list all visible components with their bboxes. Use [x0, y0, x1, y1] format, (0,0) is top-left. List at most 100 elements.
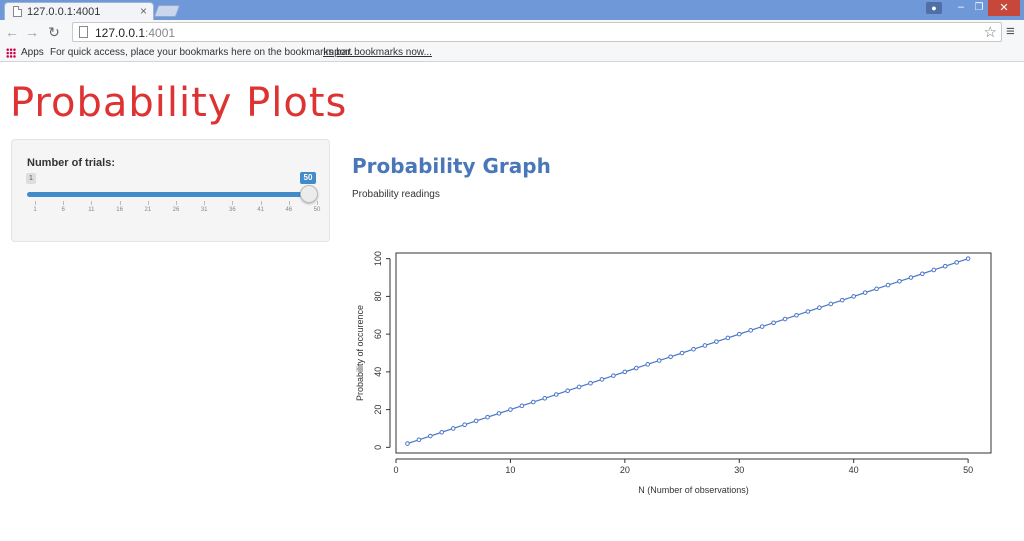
bookmarks-bar: Apps For quick access, place your bookma… — [0, 44, 1024, 62]
data-point — [450, 426, 456, 431]
slider-tick-label: 46 — [285, 207, 293, 213]
slider-tick-label: 26 — [172, 207, 180, 213]
data-point — [920, 271, 925, 277]
series-line — [407, 258, 969, 445]
data-point — [725, 335, 731, 341]
user-icon[interactable]: ● — [926, 2, 942, 14]
browser-toolbar: ← → ↻ 127.0.0.1:4001 ☆ ≡ — [0, 20, 1024, 44]
import-bookmarks-link[interactable]: Import bookmarks now... — [323, 47, 432, 58]
y-tick-label: 80 — [373, 291, 383, 301]
data-point — [405, 441, 410, 446]
slider-tick-mark — [317, 201, 318, 205]
data-point — [885, 282, 891, 288]
data-point — [473, 418, 479, 424]
data-point — [714, 339, 719, 344]
data-point — [897, 279, 902, 284]
data-point — [794, 312, 799, 318]
data-point — [599, 377, 605, 382]
data-point — [805, 309, 811, 314]
apps-link[interactable]: Apps — [21, 47, 44, 58]
slider-tick-mark — [288, 201, 290, 205]
y-tick-label: 100 — [373, 251, 383, 266]
data-point — [416, 437, 422, 443]
data-point — [908, 275, 914, 280]
x-axis-label: N (Number of observations) — [638, 485, 749, 495]
data-point — [622, 369, 628, 375]
data-point — [931, 267, 937, 273]
y-tick-label: 40 — [373, 367, 383, 377]
slider-ticks: 1 6 11 16 21 26 31 36 41 46 50 — [12, 201, 331, 215]
bookmarks-hint: For quick access, place your bookmarks h… — [50, 47, 353, 58]
data-point — [874, 286, 879, 292]
x-tick-label: 30 — [734, 465, 744, 475]
menu-icon[interactable]: ≡ — [1006, 23, 1015, 40]
window-close-icon[interactable]: ✕ — [988, 0, 1020, 16]
data-point — [828, 301, 834, 307]
back-arrow-icon[interactable]: ← — [5, 24, 19, 40]
slider-tick-label: 31 — [200, 207, 208, 213]
data-point — [965, 256, 971, 261]
data-point — [759, 324, 765, 329]
data-point — [439, 429, 445, 435]
address-bar[interactable]: 127.0.0.1:4001 ☆ — [72, 22, 1002, 42]
slider-min-badge: 1 — [26, 173, 36, 184]
maximize-icon[interactable]: ❐ — [974, 2, 984, 13]
data-point — [485, 414, 490, 420]
sidebar-panel: Number of trials: 1 50 1 6 11 16 21 26 31 36 41 4… — [11, 139, 330, 242]
reload-icon[interactable]: ↻ — [48, 24, 60, 40]
bookmark-star-icon[interactable]: ☆ — [983, 24, 997, 41]
slider-tick-mark — [204, 201, 206, 205]
plot-frame — [395, 252, 992, 454]
close-icon[interactable]: × — [139, 4, 147, 18]
y-tick-label: 20 — [373, 405, 383, 415]
data-point — [862, 290, 868, 295]
data-point — [839, 297, 845, 303]
x-tick-label: 0 — [393, 465, 398, 475]
slider-tick-mark — [176, 201, 177, 205]
graph-subheading: Probability readings — [352, 189, 440, 200]
data-point — [531, 399, 536, 405]
browser-tab[interactable]: 127.0.0.1:4001 × — [4, 2, 154, 20]
data-point — [702, 343, 708, 348]
tab-title: 127.0.0.1:4001 — [27, 6, 101, 18]
slider-tick-mark — [35, 201, 36, 205]
y-axis-label: Probability of occurence — [355, 305, 365, 401]
data-point — [691, 346, 696, 352]
data-point — [633, 365, 639, 371]
slider-track[interactable] — [27, 192, 309, 197]
data-point — [748, 328, 754, 333]
x-tick-label: 10 — [505, 465, 515, 475]
slider-tick-label: 6 — [61, 207, 65, 213]
x-tick-label: 50 — [963, 465, 973, 475]
data-point — [817, 305, 822, 311]
data-point — [508, 407, 513, 412]
data-point — [954, 260, 959, 265]
slider-tick-mark — [63, 201, 65, 205]
slider-tick-label: 36 — [229, 207, 236, 213]
slider-label: Number of trials: — [27, 157, 116, 169]
page-icon — [79, 26, 88, 38]
data-point — [942, 263, 948, 269]
apps-grid-icon[interactable] — [6, 48, 16, 58]
data-point — [736, 331, 742, 337]
slider-tick-mark — [119, 201, 121, 205]
new-tab-button[interactable] — [153, 5, 181, 17]
x-tick-label: 40 — [849, 465, 859, 475]
data-point — [588, 380, 593, 386]
slider-tick-mark — [260, 201, 262, 205]
slider-tick-label: 11 — [88, 207, 95, 213]
y-tick-label: 0 — [373, 445, 383, 450]
slider-tick-mark — [91, 201, 93, 205]
slider-tick-label: 21 — [144, 207, 152, 213]
data-point — [656, 358, 662, 363]
slider-tick-label: 50 — [313, 207, 321, 213]
data-point — [496, 411, 502, 416]
minimize-icon[interactable]: – — [957, 1, 965, 13]
probability-chart: 0 10 20 30 40 50 N (Number of observations) 0 20… — [355, 251, 992, 495]
forward-arrow-icon[interactable]: → — [25, 24, 39, 40]
slider-handle[interactable] — [300, 185, 318, 203]
url-text[interactable]: 127.0.0.1:4001 — [95, 26, 176, 40]
page-icon — [13, 6, 22, 17]
data-point — [553, 392, 559, 397]
data-point — [782, 316, 788, 322]
